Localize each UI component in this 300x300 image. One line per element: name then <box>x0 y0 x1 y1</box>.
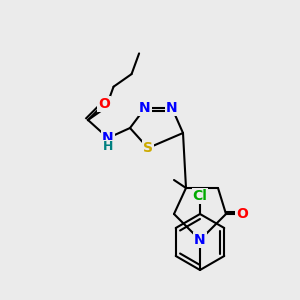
Text: S: S <box>143 141 153 155</box>
Text: O: O <box>236 207 248 221</box>
Text: Cl: Cl <box>193 189 207 203</box>
Text: H: H <box>103 140 113 154</box>
Text: N: N <box>166 101 178 115</box>
Text: N: N <box>139 101 151 115</box>
Text: N: N <box>102 131 114 145</box>
Text: N: N <box>194 233 206 247</box>
Text: O: O <box>98 97 110 111</box>
